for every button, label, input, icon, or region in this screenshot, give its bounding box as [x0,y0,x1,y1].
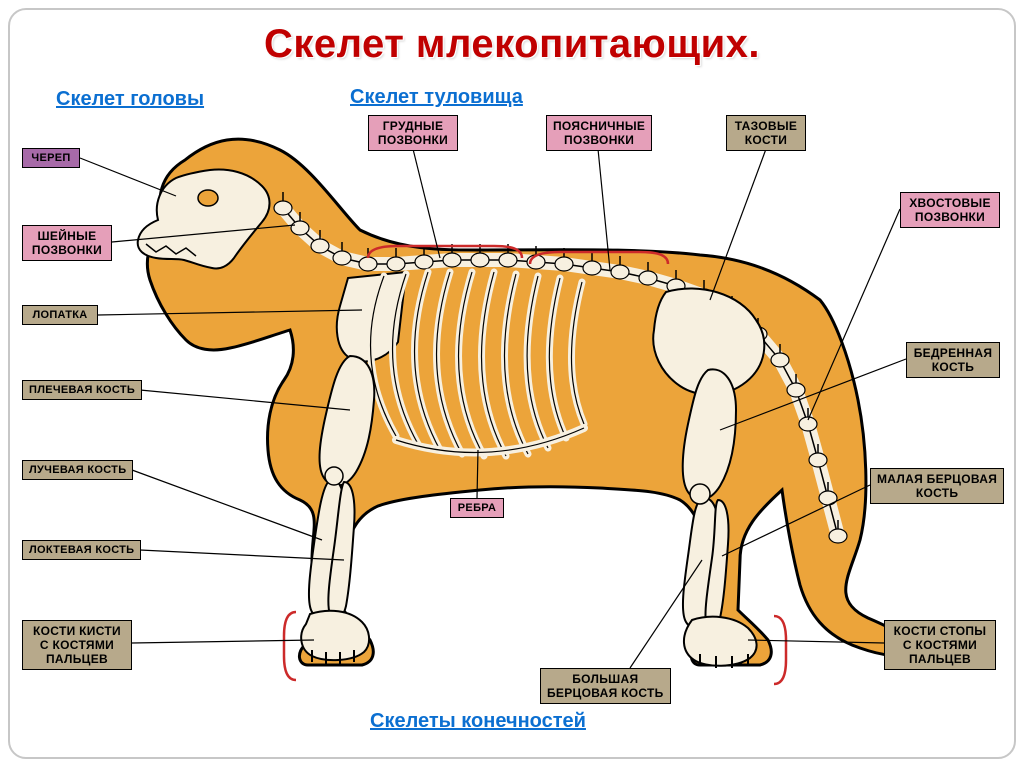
label-femur: БЕДРЕННАЯ КОСТЬ [906,342,1000,378]
section-link-head[interactable]: Скелет головы [56,88,204,111]
label-fibula: МАЛАЯ БЕРЦОВАЯ КОСТЬ [870,468,1004,504]
label-skull: ЧЕРЕП [22,148,80,168]
label-radius: ЛУЧЕВАЯ КОСТЬ [22,460,133,480]
label-hand: КОСТИ КИСТИ С КОСТЯМИ ПАЛЬЦЕВ [22,620,132,670]
label-cervical: ШЕЙНЫЕ ПОЗВОНКИ [22,225,112,261]
label-thoracic: ГРУДНЫЕ ПОЗВОНКИ [368,115,458,151]
label-foot: КОСТИ СТОПЫ С КОСТЯМИ ПАЛЬЦЕВ [884,620,996,670]
label-ulna: ЛОКТЕВАЯ КОСТЬ [22,540,141,560]
label-ribs: РЕБРА [450,498,504,518]
label-caudal: ХВОСТОВЫЕ ПОЗВОНКИ [900,192,1000,228]
section-link-trunk[interactable]: Скелет туловища [350,86,523,109]
diagram-frame [8,8,1016,759]
page-title: Скелет млекопитающих. [0,22,1024,67]
label-pelvic_bones: ТАЗОВЫЕ КОСТИ [726,115,806,151]
label-tibia: БОЛЬШАЯ БЕРЦОВАЯ КОСТЬ [540,668,671,704]
section-link-limbs[interactable]: Скелеты конечностей [370,710,586,733]
label-scapula: ЛОПАТКА [22,305,98,325]
label-humerus: ПЛЕЧЕВАЯ КОСТЬ [22,380,142,400]
label-lumbar: ПОЯСНИЧНЫЕ ПОЗВОНКИ [546,115,652,151]
